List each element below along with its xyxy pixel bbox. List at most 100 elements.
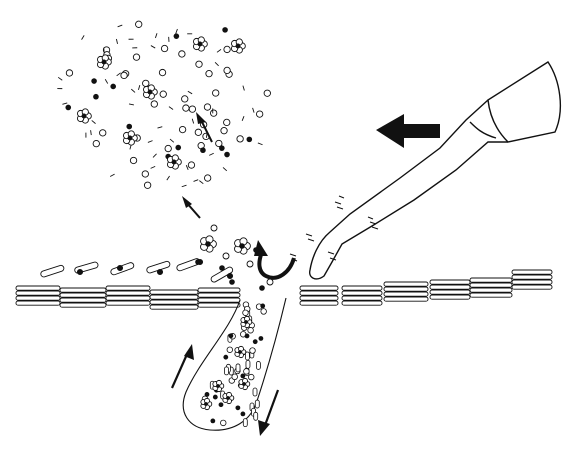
dark-particle <box>219 265 225 271</box>
fiber-mark <box>241 115 245 121</box>
fiber-mark <box>157 126 163 129</box>
open-particle <box>135 20 143 28</box>
dark-particle <box>246 136 253 143</box>
flower-core <box>197 41 203 47</box>
dark-particle <box>76 268 84 276</box>
flower-core <box>81 113 87 119</box>
tile-stack-left <box>105 285 151 291</box>
flower-core <box>171 159 177 165</box>
dark-particle <box>110 83 116 90</box>
dark-particle <box>219 145 225 151</box>
tile-stack-right <box>511 279 553 285</box>
tile-stack-left <box>197 297 241 303</box>
loose-plate <box>40 264 65 278</box>
dark-particle <box>195 259 201 265</box>
fiber-mark <box>175 28 178 34</box>
dark-particle <box>259 285 265 291</box>
flower-particle <box>77 108 92 124</box>
flower-particle <box>234 237 251 255</box>
dark-particle <box>65 104 72 111</box>
rod-particle <box>242 418 248 428</box>
open-particle <box>223 45 231 54</box>
fiber-mark <box>191 118 195 124</box>
tile-stack-right <box>383 286 429 292</box>
tile-stack-right <box>383 291 429 297</box>
tile-stack-left <box>197 302 241 308</box>
tile-stack-left <box>15 295 61 301</box>
flower-particle <box>200 397 213 411</box>
flower-particle <box>234 345 247 359</box>
open-particle <box>247 327 254 334</box>
fiber-mark <box>117 24 123 28</box>
tile-stack-right <box>383 296 429 302</box>
fiber-mark <box>222 167 228 172</box>
loose-plate <box>210 266 234 283</box>
tile-stack-left <box>149 299 199 305</box>
fiber-mark <box>109 173 115 177</box>
fiber-mark <box>104 79 109 84</box>
flower-particle <box>143 84 158 100</box>
tile-stack-right <box>299 290 339 296</box>
open-particle <box>256 110 264 118</box>
open-particle <box>143 181 152 189</box>
fiber-mark <box>115 38 118 44</box>
open-particle <box>220 419 227 427</box>
flower-particle <box>240 315 253 329</box>
tile-stack-right <box>299 300 339 306</box>
dark-particle <box>252 339 258 345</box>
dark-particle <box>116 264 124 272</box>
dark-particle <box>226 272 234 280</box>
tile-stack-right <box>429 284 471 290</box>
open-particle <box>160 44 169 53</box>
curved-uplift-arrow <box>254 240 296 280</box>
fiber-mark <box>214 62 219 67</box>
open-particle <box>65 69 74 77</box>
dark-particle <box>222 27 228 33</box>
fiber-mark <box>185 165 189 170</box>
fiber-mark <box>138 84 141 90</box>
fiber-mark <box>169 138 175 143</box>
dark-particle <box>210 418 216 424</box>
tile-stack-right <box>469 292 513 298</box>
cavity-funnel <box>182 297 287 431</box>
flower-core <box>147 89 153 95</box>
flower-particle <box>231 38 246 54</box>
open-particle <box>132 53 141 61</box>
open-particle <box>142 79 150 88</box>
rod-particle <box>244 351 250 361</box>
open-particle <box>141 170 149 178</box>
tile-stack-right <box>469 277 513 283</box>
rod-particle <box>255 361 261 370</box>
tile-stack-right <box>511 274 553 280</box>
fiber-mark <box>168 106 174 110</box>
tile-stack-left <box>105 295 151 301</box>
open-particle <box>226 346 234 353</box>
fiber-mark <box>199 180 204 185</box>
dark-particle <box>91 78 97 84</box>
dispersed-particle-cloud <box>57 20 271 189</box>
flower-core <box>235 43 241 49</box>
dark-particle <box>228 333 234 339</box>
open-particle <box>236 135 244 143</box>
tile-stack-right <box>429 279 471 285</box>
tile-layer <box>15 258 553 310</box>
fiber-mark <box>242 85 245 91</box>
dark-particle <box>260 303 266 309</box>
tile-stack-right <box>429 294 471 300</box>
tile-stack-right <box>341 295 383 301</box>
fiber-mark <box>128 103 134 106</box>
dark-particle <box>212 394 218 400</box>
open-particle <box>231 373 238 381</box>
dark-particle <box>235 405 241 411</box>
open-particle <box>159 90 167 98</box>
open-particle <box>181 95 189 103</box>
fiber-mark <box>252 107 255 113</box>
flower-core <box>242 382 246 386</box>
open-particle <box>178 125 187 134</box>
open-particle <box>188 105 197 113</box>
dark-particle <box>258 336 264 341</box>
upward-flow-arrow <box>170 344 194 389</box>
flower-particle <box>222 391 235 405</box>
tile-stack-right <box>341 300 383 306</box>
